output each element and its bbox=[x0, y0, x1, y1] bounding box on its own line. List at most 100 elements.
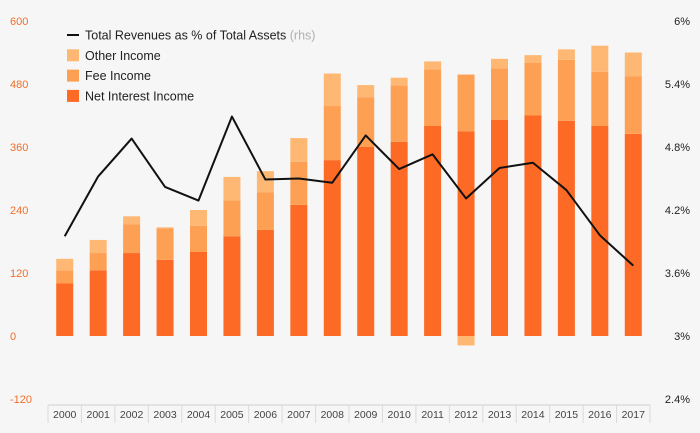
left-tick-label: 0 bbox=[10, 331, 16, 343]
left-tick-label: 360 bbox=[10, 142, 28, 154]
x-tick-label-2003: 2003 bbox=[153, 409, 177, 421]
legend-note: (rhs) bbox=[286, 29, 315, 43]
bar-fee-income-2014 bbox=[524, 63, 542, 116]
right-tick-label: 4.2% bbox=[665, 205, 690, 217]
legend-label: Total Revenues as % of Total Assets (rhs… bbox=[85, 29, 315, 43]
bar-net-interest-income-2005 bbox=[223, 236, 241, 336]
left-tick-label: -120 bbox=[10, 394, 32, 406]
x-tick-label-2012: 2012 bbox=[454, 409, 478, 421]
bar-other-income-2001 bbox=[89, 239, 107, 254]
bar-net-interest-income-2012 bbox=[457, 131, 475, 336]
bar-other-income-2003 bbox=[156, 227, 174, 229]
x-tick-label-2010: 2010 bbox=[387, 409, 411, 421]
bar-fee-income-2012 bbox=[457, 74, 475, 132]
left-tick-label: 120 bbox=[10, 268, 28, 280]
x-tick-label-2001: 2001 bbox=[86, 409, 110, 421]
bar-other-income-2015 bbox=[557, 49, 575, 60]
bar-net-interest-income-2011 bbox=[424, 126, 442, 336]
bar-other-income-2017 bbox=[624, 52, 642, 77]
x-tick-label-2013: 2013 bbox=[488, 409, 512, 421]
bar-net-interest-income-2001 bbox=[89, 270, 107, 337]
bar-net-interest-income-2013 bbox=[491, 119, 508, 336]
legend-box-swatch bbox=[67, 69, 79, 82]
bar-other-income-2005 bbox=[223, 176, 241, 201]
bar-fee-income-2009 bbox=[357, 97, 375, 148]
bar-net-interest-income-2000 bbox=[56, 283, 74, 336]
x-tick-label-2007: 2007 bbox=[287, 409, 311, 421]
bar-net-interest-income-2002 bbox=[123, 253, 141, 336]
bar-fee-income-2011 bbox=[424, 69, 442, 126]
left-tick-label: 600 bbox=[10, 16, 28, 28]
bars-group bbox=[56, 45, 642, 346]
bar-other-income-2009 bbox=[357, 85, 375, 98]
bar-net-interest-income-2015 bbox=[557, 120, 575, 336]
left-axis: 600 480 360 240 120 0 -120 bbox=[10, 16, 32, 406]
x-tick-label-2014: 2014 bbox=[521, 409, 545, 421]
right-tick-label: 4.8% bbox=[665, 142, 690, 154]
x-tick-label-2002: 2002 bbox=[120, 409, 144, 421]
bar-other-income-2004 bbox=[190, 210, 207, 226]
bar-fee-income-2007 bbox=[290, 161, 308, 205]
line-group bbox=[63, 115, 634, 267]
right-tick-label: 3% bbox=[674, 331, 690, 343]
bar-net-interest-income-2007 bbox=[290, 204, 308, 336]
bar-net-interest-income-2014 bbox=[524, 115, 542, 336]
x-tick-label-2004: 2004 bbox=[187, 409, 211, 421]
left-tick-label: 240 bbox=[10, 205, 28, 217]
revenue-line bbox=[63, 115, 634, 267]
bar-other-income-2008 bbox=[323, 73, 341, 107]
bar-net-interest-income-2009 bbox=[357, 147, 375, 336]
x-tick-label-2006: 2006 bbox=[254, 409, 278, 421]
legend-box-swatch bbox=[67, 49, 79, 62]
bar-net-interest-income-2008 bbox=[323, 160, 341, 337]
legend-label: Fee Income bbox=[85, 69, 151, 83]
x-tick-label-2017: 2017 bbox=[622, 409, 646, 421]
right-tick-label: 6% bbox=[674, 16, 690, 28]
x-axis: 2000 2001 2002 2003 2004 2005 2006 2007 2008 2009… bbox=[47, 404, 651, 423]
right-tick-label: 3.6% bbox=[665, 268, 690, 280]
legend-label: Other Income bbox=[85, 49, 161, 63]
x-tick-label-2015: 2015 bbox=[555, 409, 579, 421]
right-tick-label: 2.4% bbox=[665, 394, 690, 406]
bar-other-income-2013 bbox=[491, 58, 508, 69]
bar-other-income-2002 bbox=[123, 216, 141, 225]
right-tick-label: 5.4% bbox=[665, 79, 690, 91]
legend-box-swatch bbox=[67, 89, 79, 102]
bar-fee-income-2010 bbox=[390, 85, 408, 142]
bar-fee-income-2015 bbox=[557, 59, 575, 121]
bar-other-income-2007 bbox=[290, 138, 308, 162]
left-tick-label: 480 bbox=[10, 79, 28, 91]
right-axis: 6% 5.4% 4.8% 4.2% 3.6% 3% 2.4% bbox=[665, 16, 690, 406]
bar-net-interest-income-2003 bbox=[156, 259, 174, 337]
bar-fee-income-2017 bbox=[624, 76, 642, 134]
bar-fee-income-2000 bbox=[56, 270, 74, 284]
bar-fee-income-2016 bbox=[591, 71, 609, 126]
bar-other-income-2010 bbox=[390, 77, 408, 86]
bar-fee-income-2003 bbox=[156, 228, 174, 260]
bar-fee-income-2008 bbox=[323, 106, 341, 161]
bar-fee-income-2013 bbox=[491, 68, 508, 120]
bar-net-interest-income-2006 bbox=[256, 229, 274, 336]
x-tick-label-2011: 2011 bbox=[421, 409, 444, 421]
bar-fee-income-2002 bbox=[123, 224, 141, 254]
bar-net-interest-income-2004 bbox=[190, 252, 207, 336]
bar-fee-income-2001 bbox=[89, 253, 107, 271]
bar-other-income-2012 bbox=[457, 336, 475, 346]
bar-net-interest-income-2016 bbox=[591, 126, 609, 336]
legend-label: Net Interest Income bbox=[85, 89, 194, 103]
bar-other-income-2011 bbox=[424, 61, 442, 70]
bar-net-interest-income-2010 bbox=[390, 141, 408, 336]
bar-fee-income-2004 bbox=[190, 225, 207, 252]
bar-fee-income-2005 bbox=[223, 200, 241, 237]
bar-other-income-2000 bbox=[56, 258, 74, 271]
legend: Total Revenues as % of Total Assets (rhs… bbox=[67, 29, 315, 103]
bar-other-income-2006 bbox=[256, 171, 274, 193]
bar-net-interest-income-2017 bbox=[624, 133, 642, 337]
x-tick-label-2009: 2009 bbox=[354, 409, 378, 421]
x-tick-label-2000: 2000 bbox=[53, 409, 77, 421]
bar-fee-income-2006 bbox=[256, 192, 274, 230]
x-tick-label-2008: 2008 bbox=[321, 409, 345, 421]
x-tick-label-2005: 2005 bbox=[220, 409, 244, 421]
